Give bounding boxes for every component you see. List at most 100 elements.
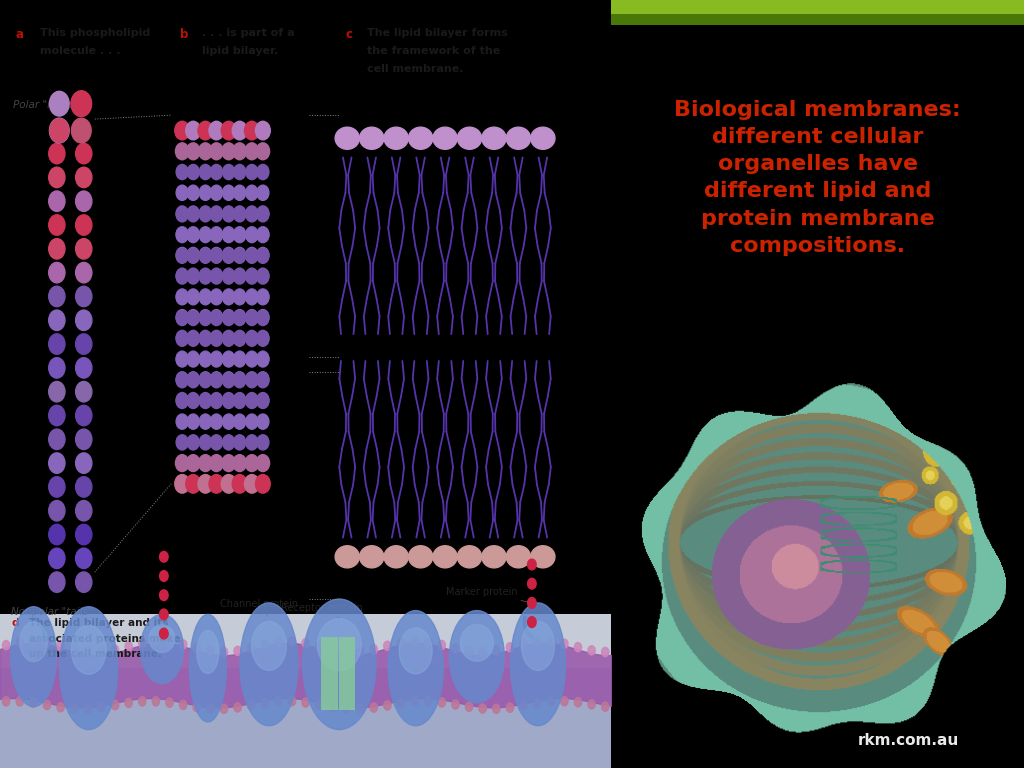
Circle shape: [245, 143, 259, 160]
Circle shape: [370, 703, 378, 712]
Circle shape: [425, 637, 432, 647]
Circle shape: [257, 269, 269, 284]
Circle shape: [210, 455, 223, 472]
Circle shape: [222, 372, 234, 387]
Circle shape: [175, 475, 189, 493]
Circle shape: [210, 392, 222, 408]
Circle shape: [233, 247, 246, 263]
Circle shape: [246, 269, 258, 284]
Circle shape: [76, 453, 92, 473]
Circle shape: [210, 351, 222, 366]
Circle shape: [49, 572, 65, 592]
Circle shape: [222, 310, 234, 326]
Circle shape: [176, 289, 188, 304]
Circle shape: [233, 372, 246, 387]
Circle shape: [210, 331, 222, 346]
Ellipse shape: [506, 127, 530, 149]
Circle shape: [452, 700, 459, 709]
Circle shape: [200, 248, 212, 263]
Circle shape: [187, 164, 200, 180]
Circle shape: [187, 185, 200, 200]
Circle shape: [233, 268, 246, 283]
Circle shape: [186, 143, 200, 160]
Circle shape: [187, 227, 200, 242]
Circle shape: [233, 269, 246, 284]
Text: molecule . . .: molecule . . .: [40, 46, 120, 56]
Circle shape: [233, 248, 246, 263]
Ellipse shape: [530, 127, 555, 149]
Circle shape: [222, 372, 234, 388]
Circle shape: [222, 455, 236, 472]
Ellipse shape: [482, 546, 506, 568]
Circle shape: [49, 334, 65, 354]
Circle shape: [438, 641, 445, 650]
Circle shape: [246, 289, 258, 304]
Circle shape: [176, 248, 188, 263]
Circle shape: [76, 310, 92, 330]
Circle shape: [76, 167, 92, 187]
Circle shape: [222, 164, 234, 180]
Circle shape: [233, 290, 246, 305]
Circle shape: [176, 185, 188, 200]
Circle shape: [76, 548, 92, 568]
Circle shape: [302, 638, 309, 647]
Circle shape: [246, 207, 258, 222]
Circle shape: [222, 351, 234, 366]
Circle shape: [49, 167, 65, 187]
Circle shape: [232, 121, 247, 140]
Ellipse shape: [433, 127, 457, 149]
Circle shape: [76, 525, 92, 545]
Circle shape: [210, 289, 222, 304]
Circle shape: [207, 646, 214, 655]
Circle shape: [222, 143, 236, 160]
Circle shape: [112, 700, 119, 710]
Circle shape: [72, 118, 91, 143]
Circle shape: [76, 215, 92, 235]
Circle shape: [257, 248, 269, 263]
Circle shape: [160, 590, 168, 601]
Circle shape: [257, 310, 269, 326]
Ellipse shape: [433, 546, 457, 568]
Circle shape: [49, 501, 65, 521]
Ellipse shape: [197, 631, 219, 674]
Bar: [611, 15, 1024, 25]
Ellipse shape: [19, 622, 47, 662]
Circle shape: [187, 372, 200, 388]
Circle shape: [194, 644, 201, 653]
Circle shape: [233, 207, 246, 222]
Circle shape: [257, 331, 269, 346]
Circle shape: [187, 351, 200, 366]
Circle shape: [222, 310, 234, 325]
Ellipse shape: [359, 127, 384, 149]
Bar: [339, 372, 602, 599]
Circle shape: [210, 206, 222, 221]
Circle shape: [233, 330, 246, 346]
Circle shape: [384, 641, 391, 650]
Circle shape: [176, 290, 188, 305]
Circle shape: [49, 191, 65, 211]
Ellipse shape: [409, 127, 433, 149]
Circle shape: [176, 269, 188, 284]
Ellipse shape: [530, 546, 555, 568]
Circle shape: [561, 639, 568, 648]
Circle shape: [246, 248, 258, 263]
Circle shape: [187, 392, 200, 408]
Circle shape: [246, 372, 258, 387]
Circle shape: [222, 207, 234, 222]
Circle shape: [176, 330, 188, 346]
Circle shape: [493, 646, 500, 655]
Circle shape: [76, 382, 92, 402]
Circle shape: [76, 263, 92, 283]
Circle shape: [49, 263, 65, 283]
Bar: [171, 372, 308, 599]
Circle shape: [125, 698, 132, 707]
Circle shape: [222, 392, 234, 408]
Circle shape: [187, 289, 200, 304]
Ellipse shape: [335, 127, 359, 149]
Circle shape: [534, 699, 541, 708]
Circle shape: [411, 697, 418, 706]
Circle shape: [315, 642, 323, 651]
Circle shape: [200, 435, 212, 450]
Ellipse shape: [458, 546, 481, 568]
Ellipse shape: [482, 127, 506, 149]
